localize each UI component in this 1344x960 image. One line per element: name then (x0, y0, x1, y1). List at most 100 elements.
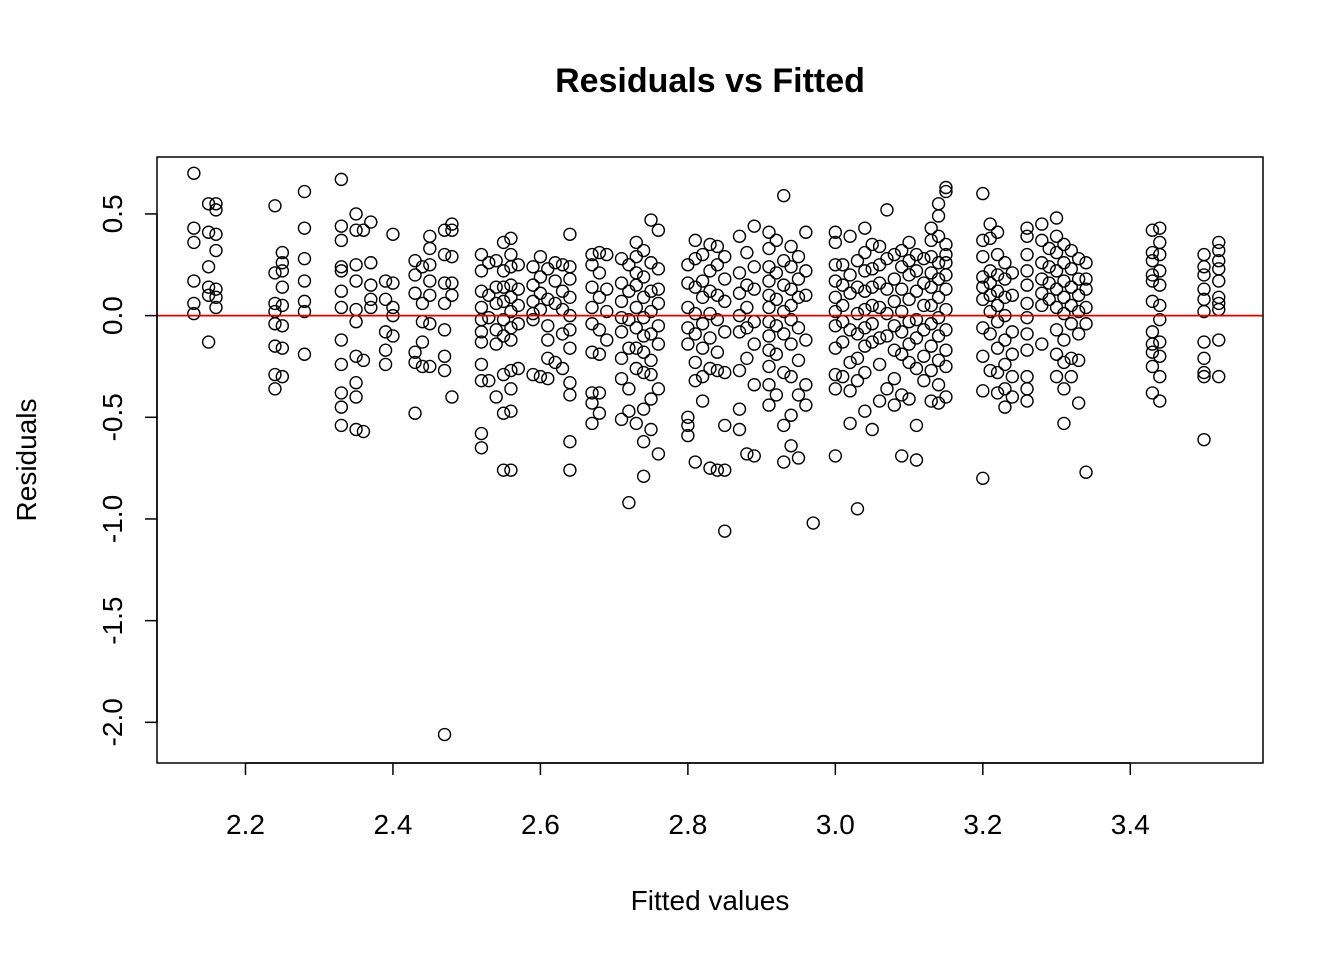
data-point (496, 294, 511, 309)
data-point (482, 310, 496, 325)
data-point (334, 264, 349, 278)
data-point (496, 235, 511, 250)
data-point (489, 323, 503, 337)
data-point (275, 245, 290, 260)
x-tick-label: 2.6 (521, 809, 560, 840)
y-axis-label: Residuals (11, 399, 42, 522)
data-point (489, 337, 503, 351)
data-point (585, 396, 599, 410)
data-point (629, 278, 643, 292)
data-point (275, 319, 290, 333)
data-point (636, 270, 651, 284)
data-point (651, 319, 666, 333)
data-point (769, 233, 784, 248)
data-point (563, 388, 577, 402)
data-point (548, 256, 562, 270)
data-point (614, 412, 629, 427)
data-point (939, 343, 953, 357)
data-point (784, 260, 798, 274)
data-point (976, 233, 990, 248)
data-point (769, 292, 784, 307)
data-point (880, 382, 894, 396)
data-point (297, 294, 312, 309)
data-point (1049, 245, 1064, 260)
data-point (445, 217, 459, 231)
data-point (718, 294, 732, 309)
data-point (762, 343, 776, 357)
data-point (1005, 266, 1020, 280)
data-point (762, 378, 776, 392)
data-point (555, 361, 570, 376)
data-point (917, 251, 931, 266)
data-point (563, 434, 577, 449)
data-point (489, 390, 503, 404)
data-point (504, 231, 518, 246)
data-point (688, 327, 702, 341)
data-point (1020, 310, 1034, 325)
data-point (777, 188, 791, 203)
data-point (872, 357, 887, 372)
data-point (784, 282, 798, 296)
data-point (614, 310, 629, 325)
data-point (1197, 260, 1211, 274)
data-point (585, 386, 599, 400)
data-point (1071, 353, 1086, 368)
data-point (806, 516, 820, 530)
data-point (828, 235, 843, 250)
data-point (1049, 229, 1064, 244)
data-point (563, 290, 577, 305)
data-point (1057, 355, 1071, 370)
data-point (585, 317, 599, 331)
data-point (1153, 335, 1167, 349)
data-point (695, 290, 710, 305)
data-point (865, 298, 879, 313)
data-point (843, 384, 857, 398)
data-point (1020, 278, 1034, 292)
data-point (887, 319, 902, 333)
data-point (187, 274, 201, 288)
y-tick-label: -1.0 (97, 495, 128, 543)
data-point (858, 302, 872, 317)
data-point (880, 282, 894, 296)
data-point (437, 296, 452, 311)
data-point (791, 451, 806, 465)
data-point (334, 172, 349, 187)
data-point (614, 276, 629, 290)
data-point (349, 274, 363, 288)
data-point (644, 353, 658, 368)
data-point (710, 363, 725, 378)
data-point (1042, 260, 1056, 274)
data-point (1145, 254, 1160, 268)
data-point (533, 249, 548, 264)
data-point (703, 461, 717, 475)
data-point (629, 235, 643, 250)
data-point (437, 247, 452, 262)
data-point (990, 247, 1005, 262)
data-point (1079, 465, 1093, 479)
data-point (1020, 382, 1034, 396)
data-point (681, 276, 695, 290)
data-point (651, 282, 666, 296)
data-point (887, 371, 902, 386)
data-point (791, 272, 806, 286)
data-point (777, 254, 791, 268)
data-point (445, 249, 459, 264)
data-point (688, 306, 702, 321)
data-point (629, 341, 643, 355)
data-point (1035, 298, 1049, 313)
data-point (334, 386, 349, 400)
data-point (1064, 298, 1078, 313)
data-point (496, 329, 511, 343)
data-point (909, 247, 924, 262)
data-point (268, 266, 282, 280)
x-tick-label: 2.8 (668, 809, 707, 840)
data-point (688, 233, 702, 248)
data-point (297, 274, 312, 288)
data-point (850, 280, 865, 294)
data-point (1020, 221, 1034, 235)
data-point (1020, 229, 1034, 244)
data-point (784, 239, 798, 254)
data-point (636, 365, 651, 380)
data-point (629, 361, 643, 376)
data-point (688, 455, 702, 469)
